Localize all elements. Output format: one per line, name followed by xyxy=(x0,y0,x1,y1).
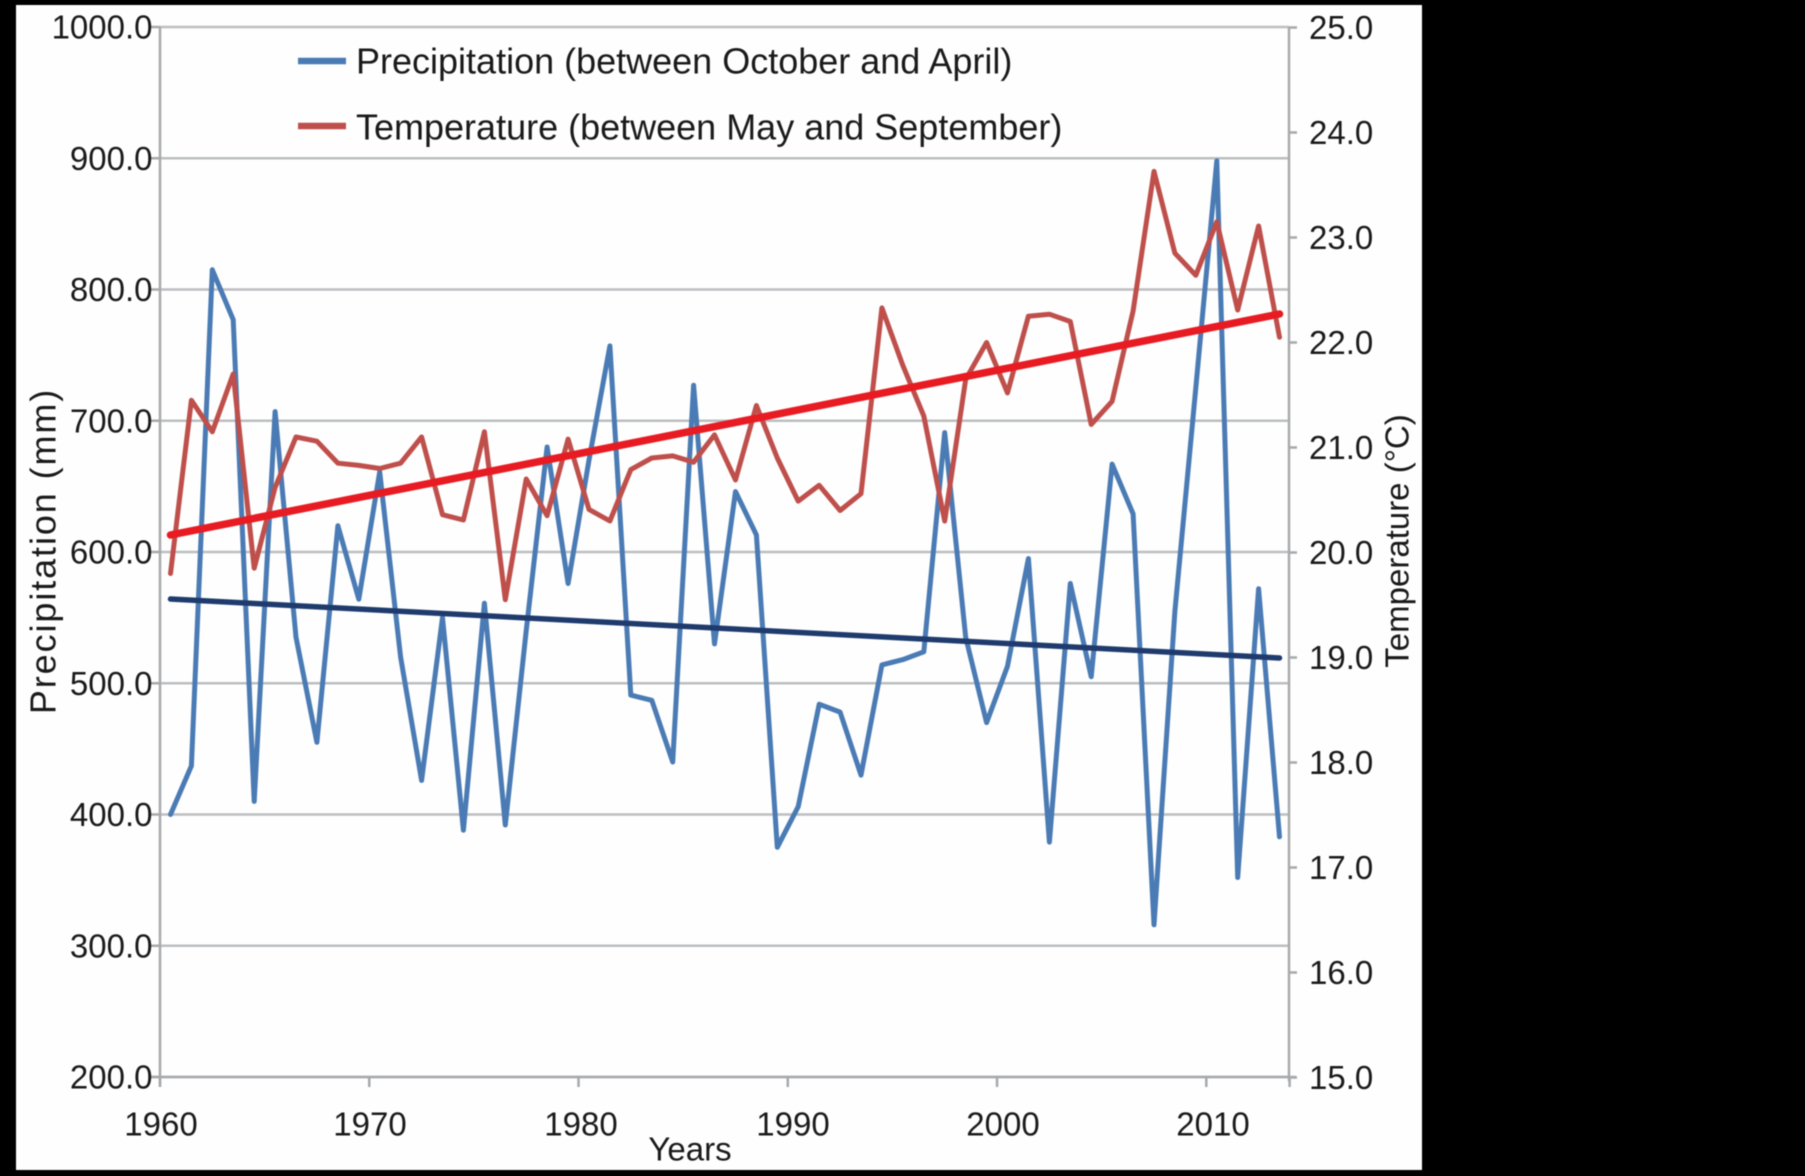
svg-text:20.0: 20.0 xyxy=(1309,534,1373,571)
svg-text:1960: 1960 xyxy=(124,1106,197,1143)
svg-text:17.0: 17.0 xyxy=(1309,849,1373,886)
svg-text:1990: 1990 xyxy=(756,1106,829,1143)
svg-text:500.0: 500.0 xyxy=(70,665,153,702)
svg-text:1000.0: 1000.0 xyxy=(52,9,153,46)
svg-text:200.0: 200.0 xyxy=(70,1059,153,1096)
svg-text:Temperature (°C): Temperature (°C) xyxy=(1379,414,1416,667)
svg-text:Precipitation (between October: Precipitation (between October and April… xyxy=(356,41,1012,82)
svg-text:2000: 2000 xyxy=(966,1106,1039,1143)
svg-text:Years: Years xyxy=(648,1131,731,1168)
svg-text:1980: 1980 xyxy=(544,1106,617,1143)
svg-text:21.0: 21.0 xyxy=(1309,429,1373,466)
svg-text:1970: 1970 xyxy=(333,1106,406,1143)
svg-text:Temperature (between May and S: Temperature (between May and September) xyxy=(356,107,1062,148)
svg-text:Precipitation (mm): Precipitation (mm) xyxy=(23,388,64,714)
svg-text:15.0: 15.0 xyxy=(1309,1059,1373,1096)
svg-text:19.0: 19.0 xyxy=(1309,639,1373,676)
svg-text:2010: 2010 xyxy=(1176,1106,1249,1143)
svg-text:22.0: 22.0 xyxy=(1309,324,1373,361)
svg-text:300.0: 300.0 xyxy=(70,927,153,964)
svg-text:600.0: 600.0 xyxy=(70,534,153,571)
svg-text:23.0: 23.0 xyxy=(1309,219,1373,256)
svg-text:18.0: 18.0 xyxy=(1309,744,1373,781)
svg-text:800.0: 800.0 xyxy=(70,271,153,308)
svg-text:900.0: 900.0 xyxy=(70,140,153,177)
svg-text:25.0: 25.0 xyxy=(1309,9,1373,46)
svg-text:16.0: 16.0 xyxy=(1309,954,1373,991)
svg-text:400.0: 400.0 xyxy=(70,796,153,833)
svg-text:700.0: 700.0 xyxy=(70,402,153,439)
svg-text:24.0: 24.0 xyxy=(1309,114,1373,151)
